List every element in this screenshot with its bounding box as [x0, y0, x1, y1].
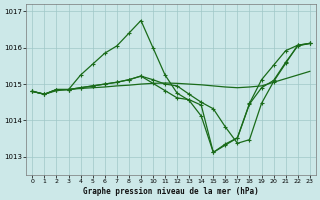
X-axis label: Graphe pression niveau de la mer (hPa): Graphe pression niveau de la mer (hPa) [83, 187, 259, 196]
